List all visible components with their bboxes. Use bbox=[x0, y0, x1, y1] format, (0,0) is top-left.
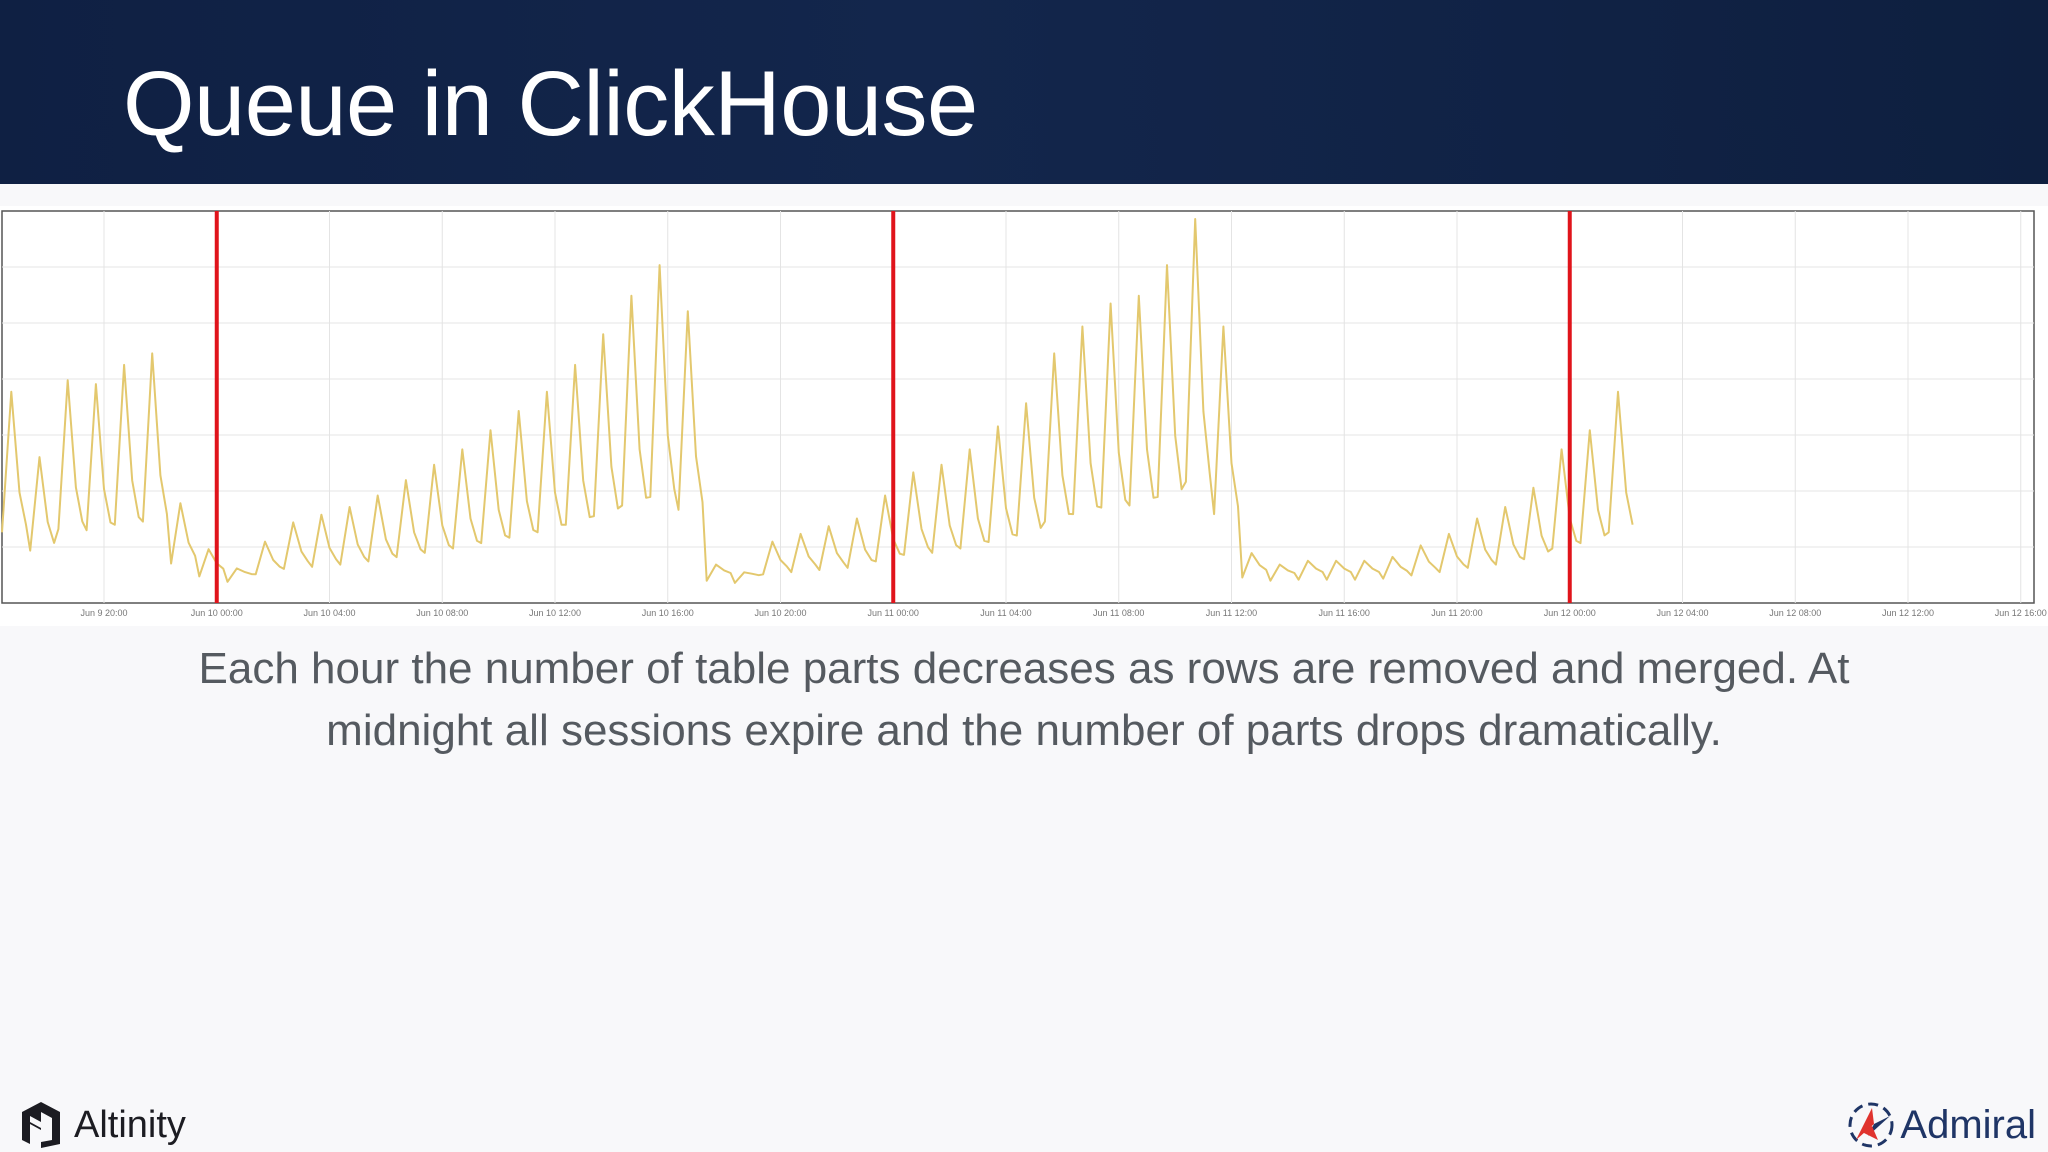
x-tick-label: Jun 12 16:00 bbox=[1995, 608, 2047, 618]
x-tick-label: Jun 12 00:00 bbox=[1544, 608, 1596, 618]
x-tick-label: Jun 12 12:00 bbox=[1882, 608, 1934, 618]
x-tick-label: Jun 10 08:00 bbox=[416, 608, 468, 618]
x-tick-label: Jun 11 08:00 bbox=[1093, 608, 1144, 618]
chart-panel: Jun 9 20:00 Jun 10 00:00 Jun 10 04:00 Jun 1… bbox=[0, 206, 2048, 626]
x-tick-label: Jun 11 00:00 bbox=[868, 608, 919, 618]
admiral-wordmark: Admiral bbox=[1900, 1102, 2036, 1147]
altinity-wordmark: Altinity bbox=[74, 1103, 186, 1146]
x-tick-label: Jun 11 12:00 bbox=[1206, 608, 1257, 618]
x-tick-label: Jun 12 08:00 bbox=[1769, 608, 1821, 618]
caption-line-1: Each hour the number of table parts decr… bbox=[198, 644, 1850, 693]
x-tick-label: Jun 9 20:00 bbox=[80, 608, 127, 618]
x-tick-label: Jun 11 16:00 bbox=[1319, 608, 1370, 618]
altinity-logo-icon bbox=[22, 1102, 60, 1148]
slide-title: Queue in ClickHouse bbox=[123, 53, 978, 155]
plot-frame bbox=[1, 210, 2035, 604]
altinity-brand: Altinity bbox=[20, 1098, 186, 1152]
slide-caption: Each hour the number of table parts decr… bbox=[124, 638, 1924, 762]
admiral-brand: Admiral bbox=[1848, 1098, 2036, 1152]
admiral-logo-icon bbox=[1848, 1102, 1894, 1148]
x-tick-label: Jun 10 04:00 bbox=[303, 608, 355, 618]
x-tick-label: Jun 10 00:00 bbox=[191, 608, 243, 618]
x-tick-label: Jun 10 16:00 bbox=[642, 608, 694, 618]
x-tick-label: Jun 11 04:00 bbox=[980, 608, 1031, 618]
title-bar: Queue in ClickHouse bbox=[0, 0, 2048, 184]
parts-line-chart: Jun 9 20:00 Jun 10 00:00 Jun 10 04:00 Jun 1… bbox=[1, 210, 2047, 618]
series-line-parts bbox=[1, 218, 1634, 584]
x-tick-label: Jun 11 20:00 bbox=[1431, 608, 1482, 618]
caption-line-2: midnight all sessions expire and the num… bbox=[326, 706, 1722, 755]
x-tick-label: Jun 10 12:00 bbox=[529, 608, 581, 618]
x-tick-label: Jun 12 04:00 bbox=[1656, 608, 1708, 618]
x-tick-label: Jun 10 20:00 bbox=[754, 608, 806, 618]
